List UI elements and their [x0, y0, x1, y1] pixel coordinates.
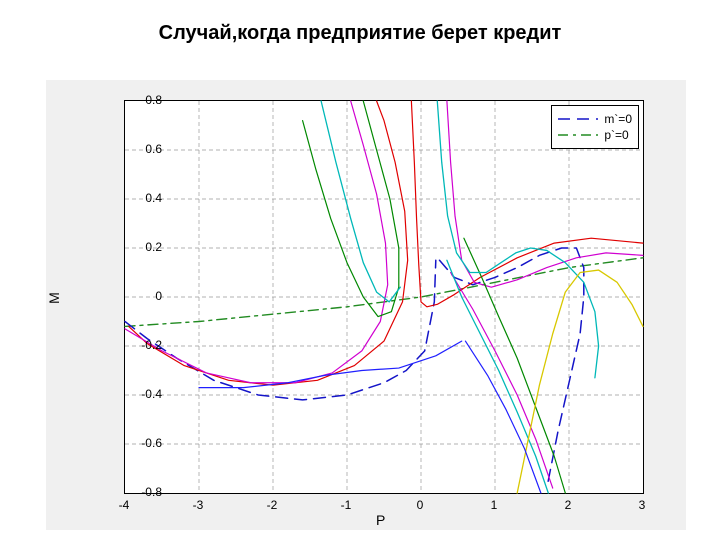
x-tick-label: 0: [405, 498, 435, 512]
y-tick-label: -0.8: [122, 485, 162, 499]
curve-traj-blue-diag: [465, 341, 540, 493]
x-tick-label: 3: [627, 498, 657, 512]
x-tick-label: -3: [183, 498, 213, 512]
x-tick-label: -2: [257, 498, 287, 512]
y-tick-label: 0.6: [122, 142, 162, 156]
x-tick-label: 2: [553, 498, 583, 512]
legend-label-m: m`=0: [604, 112, 632, 126]
plot-area: m`=0 p`=0: [124, 100, 644, 494]
y-tick-label: -0.2: [122, 338, 162, 352]
curve-traj-green-diag: [464, 238, 565, 493]
legend-label-p: p`=0: [604, 128, 628, 142]
y-tick-label: 0: [122, 289, 162, 303]
curve-traj-blue-bottom-left: [199, 341, 462, 388]
legend-entry-m: m`=0: [558, 112, 632, 126]
x-tick-label: -4: [109, 498, 139, 512]
curve-traj-green-left: [303, 101, 399, 317]
curve-traj-cyan-left: [321, 101, 400, 302]
y-axis-label: M: [46, 292, 62, 304]
y-tick-label: -0.6: [122, 436, 162, 450]
y-tick-label: -0.4: [122, 387, 162, 401]
page-title: Случай,когда предприятие берет кредит: [0, 22, 720, 45]
y-tick-label: 0.4: [122, 191, 162, 205]
y-tick-label: 0.8: [122, 93, 162, 107]
plot-panel: M P m`=0 p`=0 -0.8 -0.6 -0.4 -0.2 0 0.2 0.4 0.6…: [46, 80, 686, 530]
legend: m`=0 p`=0: [551, 105, 639, 149]
legend-swatch-p: [558, 129, 598, 141]
legend-swatch-m: [558, 113, 598, 125]
x-tick-label: -1: [331, 498, 361, 512]
curve-traj-red-outer: [129, 101, 408, 385]
y-tick-label: 0.2: [122, 240, 162, 254]
curve-traj-magenta-left: [125, 101, 388, 383]
curve-traj-cyan-diag: [447, 260, 548, 493]
x-tick-label: 1: [479, 498, 509, 512]
legend-entry-p: p`=0: [558, 128, 632, 142]
curve-traj-yellow: [517, 270, 643, 493]
plot-svg: [125, 101, 643, 493]
curve-m-prime-zero-right: [440, 248, 584, 488]
x-axis-label: P: [376, 512, 385, 528]
